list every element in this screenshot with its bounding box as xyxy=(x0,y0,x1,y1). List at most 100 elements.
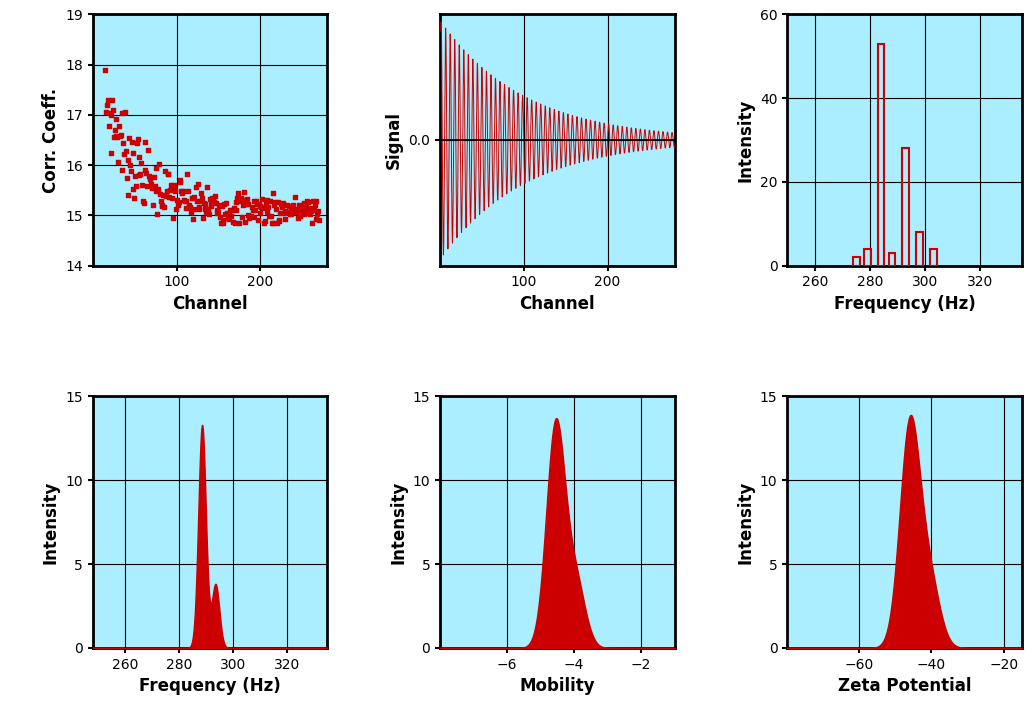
Point xyxy=(140,171,157,182)
Point xyxy=(214,200,230,211)
Point xyxy=(224,205,240,216)
Point xyxy=(301,209,318,220)
Point xyxy=(179,196,195,207)
Point xyxy=(295,208,312,219)
Point xyxy=(192,195,208,206)
Point xyxy=(279,199,295,211)
Point xyxy=(173,185,190,197)
Point xyxy=(262,211,279,222)
Point xyxy=(241,210,258,221)
Point xyxy=(100,120,117,132)
Point xyxy=(156,201,172,213)
Point xyxy=(196,199,213,210)
Point xyxy=(158,190,174,201)
Point xyxy=(205,195,222,206)
Point xyxy=(212,211,228,223)
Point xyxy=(229,192,246,204)
Point xyxy=(299,196,316,207)
Point xyxy=(112,130,129,141)
X-axis label: Zeta Potential: Zeta Potential xyxy=(838,677,971,695)
Point xyxy=(103,147,120,159)
Point xyxy=(232,192,249,203)
Point xyxy=(115,108,131,119)
Point xyxy=(127,170,143,182)
Y-axis label: Corr. Coeff.: Corr. Coeff. xyxy=(42,88,60,192)
Point xyxy=(303,206,320,217)
Point xyxy=(203,201,220,212)
Point xyxy=(129,134,146,145)
Point xyxy=(293,205,310,216)
Point xyxy=(163,192,180,204)
Point xyxy=(200,209,217,220)
Point xyxy=(230,187,247,198)
Point xyxy=(132,169,149,180)
Point xyxy=(278,206,294,218)
Point xyxy=(104,94,121,105)
Point xyxy=(294,205,311,216)
Point xyxy=(244,201,260,213)
Point xyxy=(99,99,116,110)
Point xyxy=(97,64,114,75)
Point xyxy=(285,200,301,211)
Point xyxy=(136,164,153,176)
Point xyxy=(153,196,169,207)
Point xyxy=(227,204,244,216)
X-axis label: Mobility: Mobility xyxy=(519,677,595,695)
Bar xyxy=(877,43,884,266)
Point xyxy=(247,204,263,216)
Point xyxy=(247,211,263,223)
Point xyxy=(120,189,136,201)
Point xyxy=(309,209,325,220)
Point xyxy=(238,193,255,204)
Point xyxy=(180,185,196,197)
Point xyxy=(255,203,271,214)
Point xyxy=(109,132,126,143)
Point xyxy=(273,201,290,213)
Point xyxy=(149,186,165,197)
Point xyxy=(131,151,148,162)
Point xyxy=(226,202,243,214)
Bar xyxy=(864,249,871,266)
Point xyxy=(258,206,275,217)
X-axis label: Channel: Channel xyxy=(519,295,595,313)
Point xyxy=(257,215,273,226)
Point xyxy=(239,209,256,221)
Point xyxy=(277,206,293,217)
Point xyxy=(296,197,313,209)
Point xyxy=(231,217,248,229)
Point xyxy=(288,206,304,217)
Point xyxy=(121,132,137,143)
Point xyxy=(298,201,315,213)
Point xyxy=(110,157,127,168)
Point xyxy=(270,216,287,227)
Point xyxy=(233,194,250,205)
Bar xyxy=(889,253,896,266)
Point xyxy=(141,174,158,185)
Point xyxy=(119,172,135,183)
Point xyxy=(124,136,140,147)
Point xyxy=(185,213,201,224)
Point xyxy=(236,187,253,198)
Point xyxy=(288,206,304,217)
Point xyxy=(280,206,296,218)
Point xyxy=(139,181,156,192)
Point xyxy=(308,213,324,224)
Point xyxy=(208,207,225,219)
X-axis label: Channel: Channel xyxy=(172,295,248,313)
Point xyxy=(159,168,175,179)
Point xyxy=(298,196,315,207)
Point xyxy=(216,198,232,209)
Bar xyxy=(852,257,860,266)
Y-axis label: Intensity: Intensity xyxy=(389,481,407,564)
Point xyxy=(297,204,314,215)
Point xyxy=(307,199,323,211)
Point xyxy=(160,168,176,179)
Point xyxy=(290,204,307,216)
Point xyxy=(291,199,308,211)
Point xyxy=(267,197,284,208)
Point xyxy=(101,108,118,119)
Point xyxy=(286,203,302,214)
Point xyxy=(116,148,132,159)
Point xyxy=(204,192,221,204)
Point xyxy=(111,130,128,142)
